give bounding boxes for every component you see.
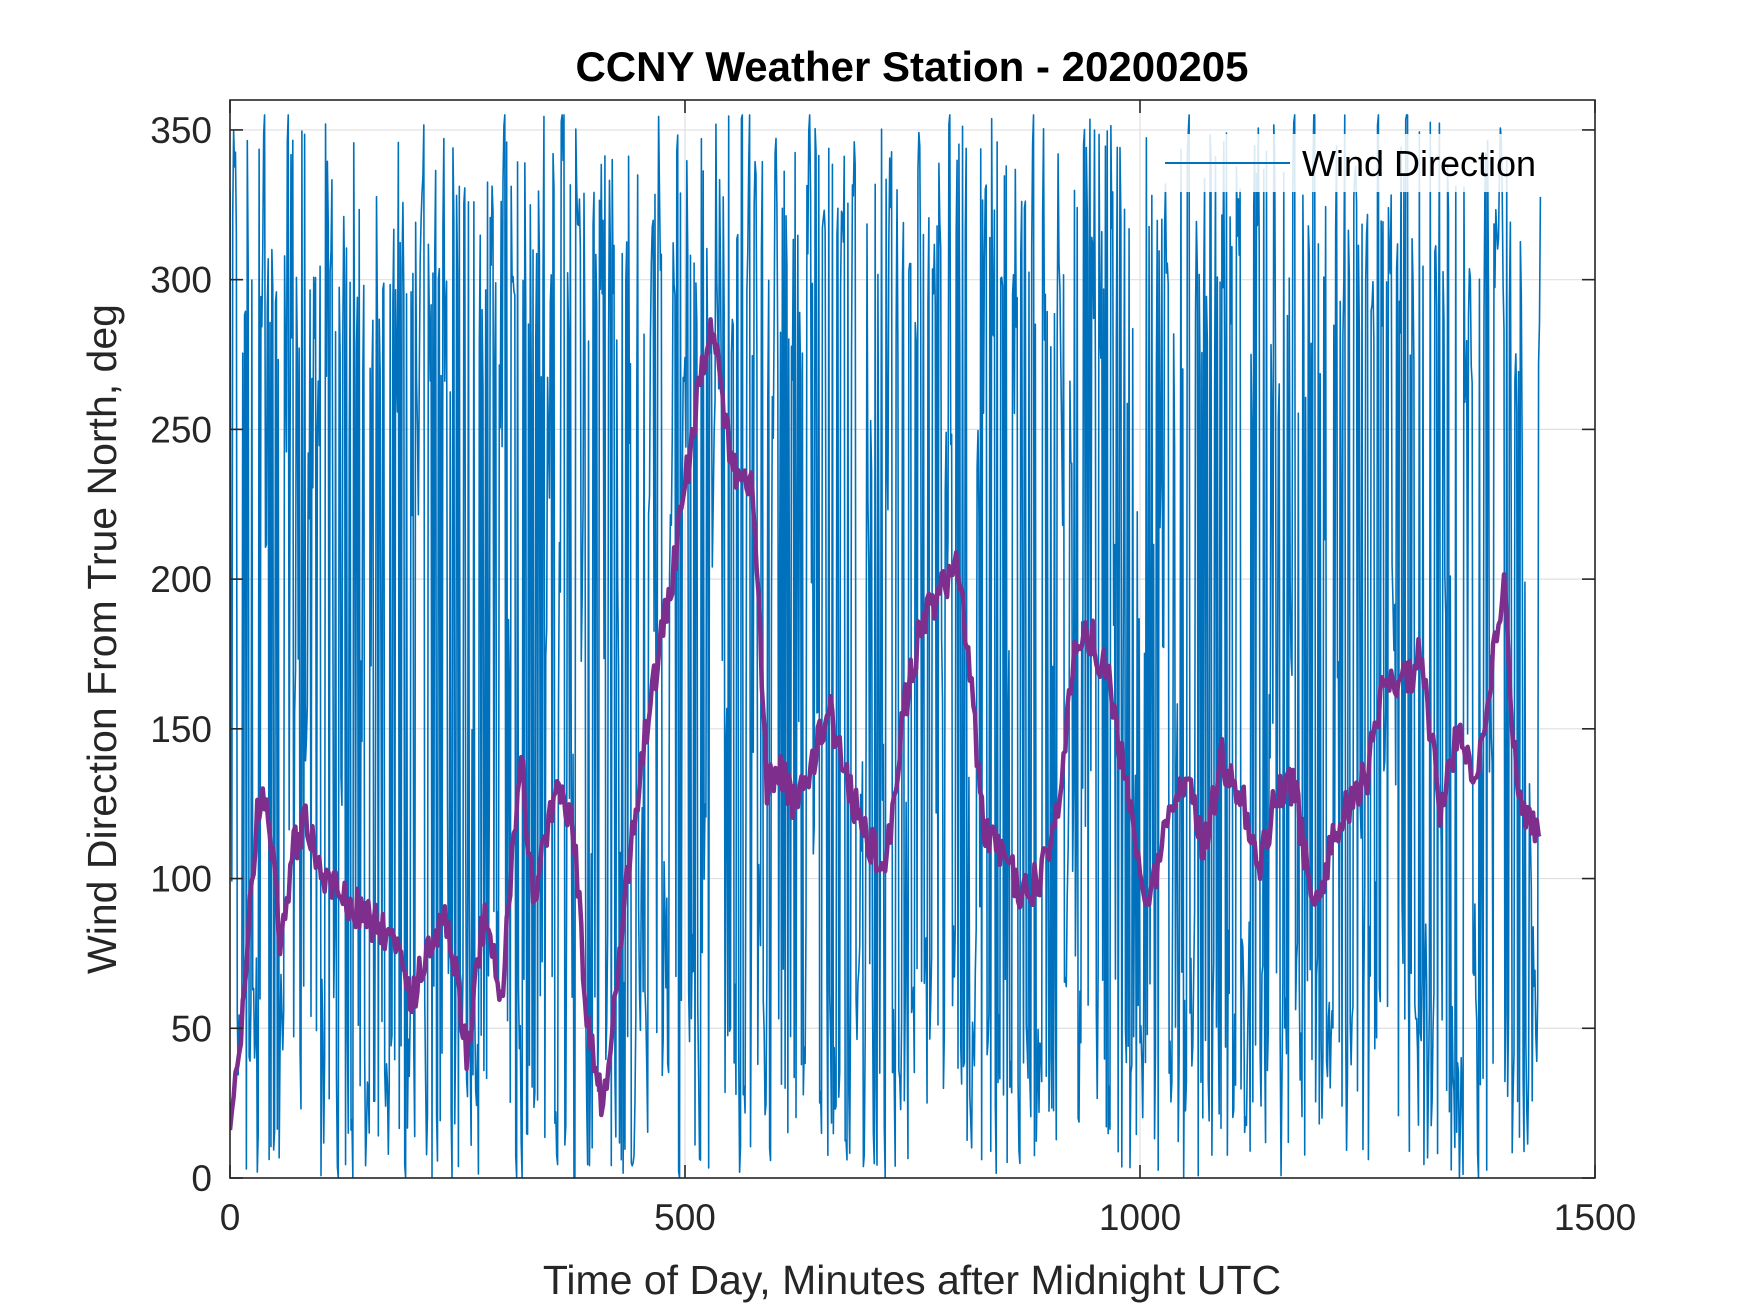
legend: Wind Direction <box>1150 134 1570 192</box>
x-tick-label: 500 <box>654 1197 716 1238</box>
axes-box <box>229 99 1596 1179</box>
series-layer <box>230 114 1542 1178</box>
y-tick-label: 250 <box>150 409 212 450</box>
y-tick-label: 0 <box>191 1158 212 1199</box>
x-tick-label: 1500 <box>1554 1197 1636 1238</box>
x-axis-label: Time of Day, Minutes after Midnight UTC <box>543 1257 1281 1303</box>
y-tick-label: 200 <box>150 559 212 600</box>
chart-title: CCNY Weather Station - 20200205 <box>575 43 1248 90</box>
ticks: 0 500 1000 1500 0 50 100 150 200 250 300 350 <box>150 100 1636 1238</box>
y-tick-label: 50 <box>171 1008 212 1049</box>
y-axis-label: Wind Direction From True North, deg <box>79 304 125 974</box>
y-tick-label: 150 <box>150 709 212 750</box>
y-tick-label: 300 <box>150 260 212 301</box>
x-tick-label: 0 <box>220 1197 241 1238</box>
series-running-mean <box>230 317 1542 1131</box>
legend-label-wind-direction: Wind Direction <box>1302 143 1536 184</box>
y-tick-label: 100 <box>150 859 212 900</box>
x-tick-label: 1000 <box>1099 1197 1181 1238</box>
series-wind-direction <box>230 114 1542 1178</box>
y-tick-label: 350 <box>150 110 212 151</box>
